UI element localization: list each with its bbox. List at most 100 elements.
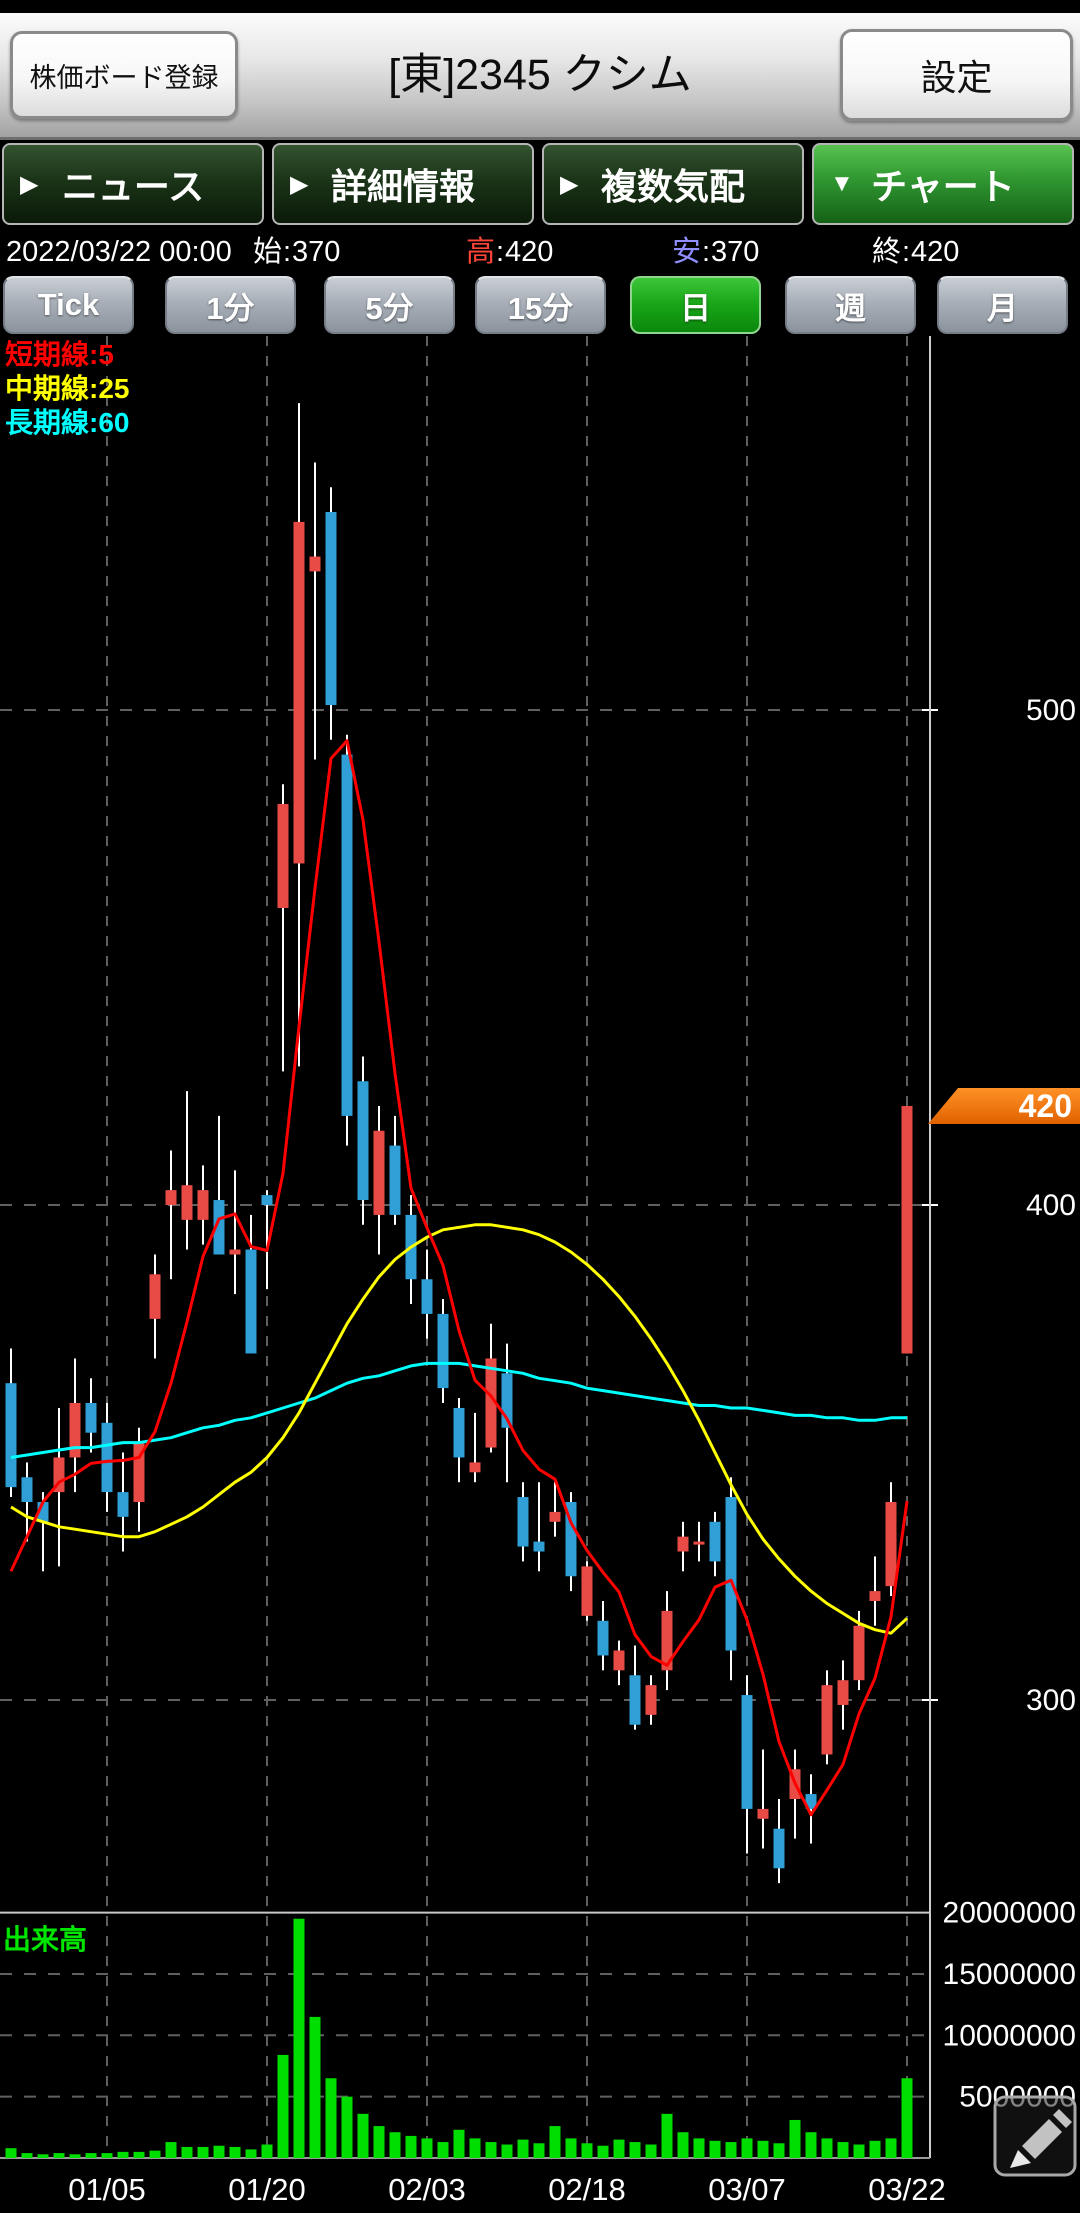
candle-body <box>213 1200 225 1255</box>
volume-bar <box>53 2153 65 2158</box>
current-price-tag <box>928 1088 1080 1124</box>
candle-body <box>581 1566 593 1616</box>
date-axis-label: 03/22 <box>868 2172 946 2207</box>
date-axis-label: 01/20 <box>228 2172 306 2207</box>
candle-body <box>661 1610 673 1671</box>
chart-datetime: 2022/03/22 00:00 <box>6 236 232 268</box>
volume-bar <box>725 2142 737 2158</box>
ohlc-info-bar: 2022/03/22 00:00 始 : 370 高 : 420 安 : 370… <box>0 232 1080 272</box>
volume-bar <box>869 2140 881 2158</box>
candle-body <box>821 1685 833 1755</box>
candle-body <box>5 1383 17 1488</box>
volume-bar <box>389 2132 401 2158</box>
status-bar <box>0 0 1080 13</box>
candle-body <box>725 1497 737 1651</box>
close-value: 420 <box>911 236 960 268</box>
volume-bar <box>341 2096 353 2158</box>
chevron-right-icon: ▶ <box>560 170 579 198</box>
volume-bar <box>69 2154 81 2158</box>
chart-area[interactable]: 5004003002000000015000000100000005000000… <box>0 336 1080 2213</box>
volume-bar <box>885 2138 897 2158</box>
candle-body <box>565 1502 577 1577</box>
timeframe-button-15分[interactable]: 15分 <box>475 276 606 334</box>
date-axis-label: 02/18 <box>548 2172 626 2207</box>
timeframe-button-5分[interactable]: 5分 <box>324 276 455 334</box>
candle-body <box>677 1536 689 1552</box>
volume-bar <box>133 2151 145 2158</box>
page-title: [東]2345 クシム <box>388 51 692 99</box>
candle-body <box>21 1477 33 1502</box>
open-value: 370 <box>292 236 341 268</box>
low-value: 370 <box>711 236 760 268</box>
candle-body <box>757 1808 769 1819</box>
settings-button[interactable]: 設定 <box>840 29 1073 121</box>
high-label: 高 <box>466 236 496 268</box>
draw-tool-button[interactable] <box>993 2095 1077 2177</box>
candle-body <box>501 1373 513 1428</box>
pencil-tip <box>1010 2150 1031 2168</box>
volume-bar <box>277 2054 289 2158</box>
legend-item: 短期線:5 <box>5 339 114 370</box>
volume-bar <box>693 2138 705 2158</box>
volume-bar <box>101 2153 113 2158</box>
tab-詳細情報[interactable]: ▶ 詳細情報 <box>272 143 534 225</box>
candle-body <box>597 1620 609 1656</box>
volume-bar <box>117 2151 129 2158</box>
timeframe-button-Tick[interactable]: Tick <box>3 276 134 334</box>
volume-bar <box>325 2078 337 2158</box>
volume-bar <box>309 2016 321 2158</box>
register-board-button[interactable]: 株価ボード登録 <box>10 31 238 119</box>
candle-body <box>853 1625 865 1681</box>
candle-body <box>133 1442 145 1502</box>
price-axis-label: 400 <box>1026 1189 1076 1222</box>
chevron-right-icon: ▶ <box>20 170 39 198</box>
volume-axis-label: 20000000 <box>943 1897 1076 1930</box>
candle-body <box>549 1511 561 1522</box>
volume-bar <box>37 2154 49 2158</box>
tab-ニュース[interactable]: ▶ ニュース <box>2 143 264 225</box>
low-label: 安 <box>672 236 702 268</box>
volume-bar <box>789 2119 801 2158</box>
close-label: 終 <box>872 236 902 268</box>
date-axis-label: 02/03 <box>388 2172 466 2207</box>
candle-body <box>341 754 353 1116</box>
pencil-icon <box>1022 2119 1062 2159</box>
date-axis-label: 03/07 <box>708 2172 786 2207</box>
timeframe-button-週[interactable]: 週 <box>785 276 916 334</box>
candle-body <box>117 1492 129 1517</box>
volume-bar <box>453 2129 465 2158</box>
candle-body <box>53 1457 65 1493</box>
ma60-line <box>10 1361 907 1459</box>
tab-複数気配[interactable]: ▶ 複数気配 <box>542 143 804 225</box>
chevron-right-icon: ▶ <box>290 170 309 198</box>
volume-bar <box>149 2150 161 2158</box>
volume-bar <box>437 2142 449 2158</box>
volume-bar <box>245 2149 257 2158</box>
volume-bar <box>549 2126 561 2158</box>
candle-body <box>869 1591 881 1601</box>
price-axis-label: 500 <box>1026 694 1076 727</box>
tab-チャート[interactable]: ▼ チャート <box>812 143 1074 225</box>
candle-body <box>885 1502 897 1587</box>
tab-label: 詳細情報 <box>330 166 475 207</box>
volume-axis-label: 10000000 <box>943 2019 1076 2052</box>
candle-body <box>85 1403 97 1433</box>
volume-bar <box>229 2146 241 2158</box>
timeframe-button-月[interactable]: 月 <box>937 276 1068 334</box>
volume-bar <box>421 2138 433 2158</box>
candle-body <box>293 521 305 864</box>
timeframe-button-1分[interactable]: 1分 <box>165 276 296 334</box>
ma-legend: 短期線:5 中期線:25 長期線:60 <box>5 338 129 440</box>
volume-bar <box>533 2143 545 2158</box>
candle-body <box>517 1497 529 1547</box>
candle-body <box>629 1675 641 1725</box>
volume-bar <box>21 2153 33 2158</box>
ma25-line <box>10 1223 909 1635</box>
volume-bar <box>517 2139 529 2158</box>
candle-body <box>901 1106 913 1354</box>
candle-body <box>693 1541 705 1545</box>
volume-bar <box>197 2146 209 2158</box>
timeframe-button-日[interactable]: 日 <box>630 276 761 334</box>
